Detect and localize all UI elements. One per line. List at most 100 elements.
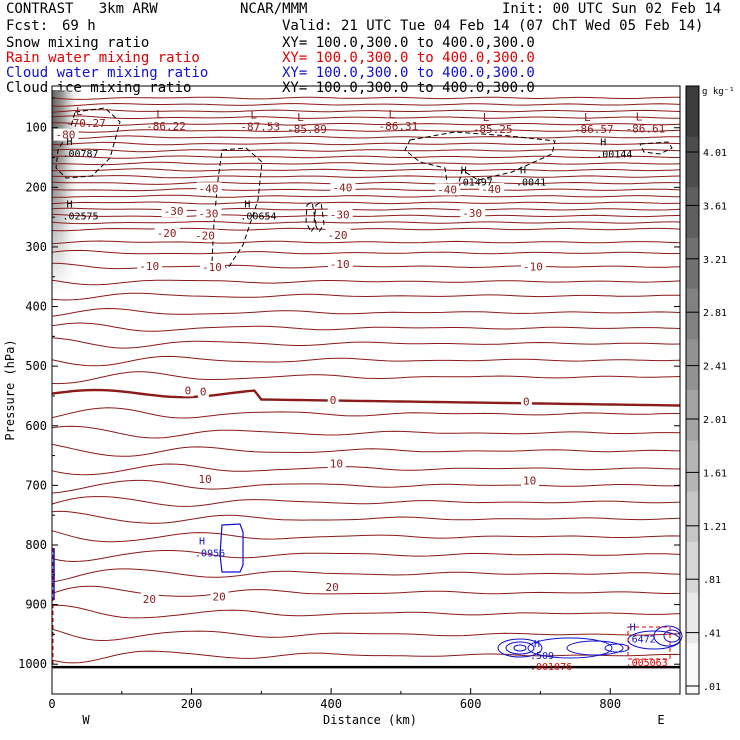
colorbar-segment	[686, 86, 699, 138]
colorbar-label: 1.21	[703, 522, 727, 533]
temperature-contour-line	[51, 96, 680, 100]
y-tick-label: 900	[25, 598, 47, 612]
cloud-ice-contour	[305, 201, 317, 234]
temperature-contour-line	[51, 279, 681, 286]
cloud-ice-contour	[404, 131, 556, 197]
colorbar-segment	[686, 592, 699, 644]
field-name-rain: Rain water mixing ratio	[6, 50, 200, 66]
temperature-label-bg	[479, 182, 505, 195]
cloud-water-contour	[505, 641, 535, 655]
temperature-label-bg	[137, 259, 163, 272]
colorbar-label: 3.61	[703, 201, 727, 212]
temperature-label-bg	[161, 204, 187, 217]
temperature-label: -80	[55, 129, 75, 142]
temperature-contour-line	[51, 550, 681, 563]
temperature-contour-line	[51, 129, 681, 133]
temperature-label: 20	[212, 591, 225, 604]
cloud-water-max-label: .0956	[195, 549, 225, 560]
temperature-label: -30	[199, 207, 219, 220]
temperature-contour-line	[52, 175, 681, 179]
cloud-ice-contour	[211, 147, 263, 269]
temperature-contour-line	[51, 650, 681, 664]
temperature-label: 0	[523, 396, 530, 409]
west-label: W	[82, 713, 90, 727]
y-tick-label: 500	[25, 359, 47, 373]
colorbar-segment	[686, 440, 699, 492]
ice-max-label: .01497	[457, 177, 493, 188]
cloud-water-contour	[653, 625, 683, 647]
temperature-label-bg	[521, 260, 546, 273]
min-marker: L	[636, 110, 643, 123]
ice-max-marker: H	[244, 199, 250, 210]
y-tick-label: 700	[25, 478, 47, 492]
forecast-label: Fcst:	[6, 18, 49, 34]
temperature-contour-line	[51, 463, 681, 476]
colorbar-segment	[686, 288, 699, 340]
temperature-label-bg	[140, 593, 159, 606]
temperature-contour-line	[51, 479, 681, 494]
temperature-label-bg	[200, 260, 226, 273]
temperature-contour-line	[51, 496, 681, 507]
temperature-label-bg	[330, 181, 356, 194]
min-value-label: -70.27	[66, 117, 106, 130]
temperature-label-bg	[327, 208, 353, 221]
min-value-label: -86.22	[146, 120, 186, 133]
temperature-contour-line	[51, 207, 681, 211]
temperature-contour-line	[51, 141, 681, 146]
temperature-contour-line	[51, 407, 680, 419]
temperature-label-bg	[327, 258, 353, 271]
min-marker: L	[389, 108, 396, 121]
ice-max-label: .00787	[62, 149, 98, 160]
temperature-label: 0	[330, 394, 337, 407]
temperature-contour-line	[51, 181, 681, 185]
y-tick-label: 1000	[18, 657, 47, 671]
temperature-label: 0	[185, 384, 192, 397]
temperature-contour-line	[51, 102, 681, 107]
temperature-contour-line	[51, 213, 681, 218]
x-tick-label: 400	[320, 697, 342, 711]
cloud-water-max-marker: H	[199, 537, 205, 548]
rain-water-contour	[627, 626, 671, 660]
x-tick-label: 0	[48, 697, 55, 711]
zero-degree-contour-line	[51, 388, 681, 407]
temperature-label-bg	[197, 385, 209, 398]
temperature-contour-line	[51, 220, 681, 225]
temperature-contour-line	[51, 307, 681, 317]
colorbar-label: .41	[703, 629, 721, 640]
valid-time: Valid: 21 UTC Tue 04 Feb 14 (07 ChT Wed …	[282, 18, 704, 34]
colorbar-segment	[686, 238, 699, 290]
temperature-label-bg	[323, 581, 342, 594]
colorbar-segment	[686, 491, 699, 543]
temperature-label: -20	[328, 229, 348, 242]
cloud-water-max-label: .509	[530, 651, 554, 662]
temperature-label-bg	[196, 473, 215, 486]
temperature-label: -40	[437, 184, 457, 197]
cloud-water-max-label: .6472	[626, 634, 656, 645]
temperature-label: 20	[326, 581, 339, 594]
ice-max-label: .0041	[516, 177, 546, 188]
temperature-label-bg	[210, 590, 229, 603]
cloud-water-contour	[527, 637, 613, 659]
temperature-label-bg	[325, 228, 351, 241]
temperature-contour-line	[51, 292, 680, 301]
temperature-label: 20	[143, 593, 156, 606]
colorbar-segment	[686, 542, 699, 594]
min-value-label: -85.89	[287, 123, 327, 136]
min-marker: L	[584, 111, 591, 124]
colorbar-label: 2.41	[703, 362, 727, 373]
colorbar-segment	[686, 643, 699, 695]
temperature-label: -30	[164, 205, 184, 218]
temperature-contour-line	[51, 135, 680, 140]
field-xy-cloud-ice: XY= 100.0,300.0 to 400.0,300.0	[282, 80, 535, 96]
min-marker: L	[156, 108, 163, 121]
colorbar-segment	[686, 136, 699, 188]
temperature-contour-line	[51, 227, 681, 232]
temperature-label: -30	[330, 209, 350, 222]
field-xy-cloud-water: XY= 100.0,300.0 to 400.0,300.0	[282, 65, 535, 81]
temperature-label-bg	[327, 393, 339, 406]
plot-frame	[51, 85, 681, 695]
temperature-contour-line	[51, 201, 681, 205]
cloud-water-contour	[497, 638, 543, 658]
min-value-label: -86.61	[626, 122, 666, 135]
